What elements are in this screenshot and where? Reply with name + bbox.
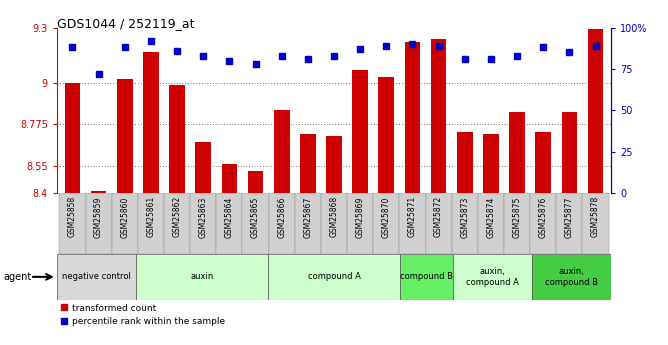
Text: GSM25862: GSM25862 — [172, 196, 182, 237]
Bar — [562, 112, 577, 193]
Bar — [373, 193, 399, 254]
Bar — [532, 254, 611, 300]
Bar — [530, 193, 556, 254]
Bar — [65, 83, 80, 193]
Bar — [321, 193, 347, 254]
Bar — [117, 79, 133, 193]
Text: compound B: compound B — [400, 272, 453, 282]
Bar — [509, 112, 525, 193]
Text: GSM25860: GSM25860 — [120, 196, 130, 238]
Text: GSM25863: GSM25863 — [199, 196, 208, 238]
Text: GDS1044 / 252119_at: GDS1044 / 252119_at — [57, 17, 194, 30]
Bar — [426, 193, 452, 254]
Bar — [452, 193, 478, 254]
Text: GSM25877: GSM25877 — [565, 196, 574, 238]
Bar — [274, 110, 289, 193]
Bar — [91, 191, 106, 193]
Text: auxin,
compound B: auxin, compound B — [545, 267, 598, 287]
Text: compound A: compound A — [307, 272, 361, 282]
Bar — [164, 193, 190, 254]
Text: GSM25875: GSM25875 — [512, 196, 522, 238]
Text: GSM25869: GSM25869 — [355, 196, 365, 238]
Bar — [190, 193, 216, 254]
Bar — [556, 193, 582, 254]
Bar — [405, 42, 420, 193]
Bar — [86, 193, 112, 254]
Bar — [222, 164, 237, 193]
Text: GSM25867: GSM25867 — [303, 196, 313, 238]
Bar — [347, 193, 373, 254]
Text: GSM25861: GSM25861 — [146, 196, 156, 237]
Text: GSM25872: GSM25872 — [434, 196, 443, 237]
Text: GSM25868: GSM25868 — [329, 196, 339, 237]
Bar — [136, 254, 268, 300]
Text: GSM25865: GSM25865 — [251, 196, 260, 238]
Text: GSM25874: GSM25874 — [486, 196, 496, 238]
Bar — [588, 29, 603, 193]
Bar — [59, 193, 86, 254]
Bar — [582, 193, 609, 254]
Text: auxin: auxin — [190, 272, 214, 282]
Text: auxin,
compound A: auxin, compound A — [466, 267, 519, 287]
Bar — [431, 39, 446, 193]
Bar — [326, 136, 342, 193]
Bar — [300, 134, 316, 193]
Text: GSM25859: GSM25859 — [94, 196, 103, 238]
Bar — [112, 193, 138, 254]
Bar — [143, 51, 159, 193]
Text: GSM25878: GSM25878 — [591, 196, 600, 237]
Bar — [295, 193, 321, 254]
Bar — [504, 193, 530, 254]
Bar — [269, 193, 295, 254]
Bar — [457, 132, 473, 193]
Text: negative control: negative control — [62, 272, 131, 282]
Bar — [400, 254, 453, 300]
Bar — [216, 193, 242, 254]
Bar — [268, 254, 400, 300]
Text: GSM25871: GSM25871 — [408, 196, 417, 237]
Text: GSM25864: GSM25864 — [225, 196, 234, 238]
Bar — [196, 142, 211, 193]
Text: agent: agent — [3, 272, 31, 282]
Bar — [138, 193, 164, 254]
Text: GSM25870: GSM25870 — [382, 196, 391, 238]
Text: GSM25876: GSM25876 — [538, 196, 548, 238]
Bar — [352, 70, 368, 193]
Bar — [242, 193, 269, 254]
Legend: transformed count, percentile rank within the sample: transformed count, percentile rank withi… — [57, 300, 229, 330]
Bar — [379, 77, 394, 193]
Bar — [453, 254, 532, 300]
Text: GSM25858: GSM25858 — [68, 196, 77, 237]
Bar — [478, 193, 504, 254]
Bar — [483, 134, 499, 193]
Bar — [248, 171, 263, 193]
Bar — [399, 193, 426, 254]
Bar — [535, 132, 551, 193]
Text: GSM25873: GSM25873 — [460, 196, 469, 238]
Text: GSM25866: GSM25866 — [277, 196, 286, 238]
Bar — [57, 254, 136, 300]
Bar — [169, 85, 185, 193]
